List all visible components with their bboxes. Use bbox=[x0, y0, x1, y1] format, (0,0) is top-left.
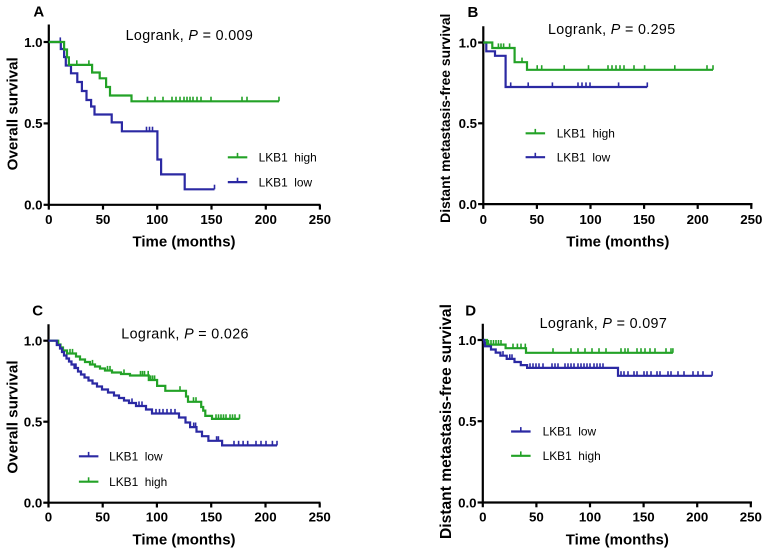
svg-text:LKB1 high: LKB1 high bbox=[557, 127, 615, 141]
svg-text:1.0: 1.0 bbox=[459, 35, 478, 50]
svg-text:Time (months): Time (months) bbox=[566, 234, 669, 251]
svg-text:C: C bbox=[32, 303, 43, 320]
svg-text:150: 150 bbox=[633, 212, 655, 227]
svg-text:0.0: 0.0 bbox=[458, 495, 477, 510]
svg-text:50: 50 bbox=[95, 510, 110, 525]
svg-text:0.0: 0.0 bbox=[459, 197, 478, 212]
svg-text:0: 0 bbox=[479, 510, 486, 525]
svg-text:250: 250 bbox=[740, 212, 762, 227]
svg-text:LKB1 low: LKB1 low bbox=[543, 425, 597, 439]
svg-text:200: 200 bbox=[255, 212, 277, 227]
svg-text:150: 150 bbox=[200, 212, 222, 227]
svg-text:100: 100 bbox=[579, 212, 601, 227]
svg-text:200: 200 bbox=[686, 510, 708, 525]
svg-text:0: 0 bbox=[480, 212, 487, 227]
svg-text:LKB1 high: LKB1 high bbox=[543, 449, 601, 463]
svg-text:150: 150 bbox=[633, 510, 655, 525]
svg-text:1.0: 1.0 bbox=[24, 334, 43, 349]
svg-text:250: 250 bbox=[309, 212, 331, 227]
svg-text:Logrank, P = 0.295: Logrank, P = 0.295 bbox=[548, 22, 676, 38]
svg-text:LKB1 low: LKB1 low bbox=[109, 450, 163, 464]
svg-text:Time (months): Time (months) bbox=[566, 531, 669, 548]
svg-text:0.0: 0.0 bbox=[24, 496, 43, 511]
svg-text:LKB1 high: LKB1 high bbox=[259, 151, 317, 165]
svg-text:150: 150 bbox=[200, 510, 222, 525]
svg-text:Time (months): Time (months) bbox=[132, 531, 235, 548]
svg-text:Logrank, P = 0.009: Logrank, P = 0.009 bbox=[126, 28, 254, 44]
svg-text:200: 200 bbox=[254, 510, 276, 525]
svg-text:Distant metastasis-free surviv: Distant metastasis-free survival bbox=[437, 14, 453, 223]
svg-text:A: A bbox=[33, 3, 44, 20]
svg-text:100: 100 bbox=[146, 510, 168, 525]
svg-text:Overall survival: Overall survival bbox=[5, 360, 22, 473]
svg-text:LKB1 high: LKB1 high bbox=[109, 475, 167, 489]
svg-text:50: 50 bbox=[529, 510, 544, 525]
svg-text:Logrank, P = 0.026: Logrank, P = 0.026 bbox=[121, 327, 249, 343]
svg-text:0: 0 bbox=[45, 510, 52, 525]
svg-text:Logrank, P = 0.097: Logrank, P = 0.097 bbox=[540, 316, 668, 332]
svg-text:Time (months): Time (months) bbox=[132, 234, 235, 251]
svg-text:0.5: 0.5 bbox=[459, 116, 478, 131]
svg-text:0.5: 0.5 bbox=[24, 415, 43, 430]
svg-text:1.0: 1.0 bbox=[458, 333, 477, 348]
svg-text:LKB1 low: LKB1 low bbox=[557, 150, 611, 164]
svg-text:Overall survival: Overall survival bbox=[5, 57, 22, 170]
svg-text:250: 250 bbox=[740, 510, 762, 525]
svg-text:50: 50 bbox=[530, 212, 545, 227]
svg-text:D: D bbox=[465, 303, 476, 320]
svg-text:250: 250 bbox=[309, 510, 331, 525]
svg-text:Distant metastasis-free surviv: Distant metastasis-free survival bbox=[438, 304, 455, 539]
svg-text:50: 50 bbox=[96, 212, 111, 227]
svg-text:LKB1 low: LKB1 low bbox=[259, 176, 313, 190]
svg-text:0.5: 0.5 bbox=[458, 414, 477, 429]
svg-text:1.0: 1.0 bbox=[24, 35, 43, 50]
svg-text:B: B bbox=[468, 4, 479, 21]
svg-text:100: 100 bbox=[146, 212, 168, 227]
svg-text:100: 100 bbox=[579, 510, 601, 525]
svg-text:0.5: 0.5 bbox=[24, 116, 43, 131]
svg-text:0: 0 bbox=[45, 212, 52, 227]
svg-text:200: 200 bbox=[687, 212, 709, 227]
svg-text:0.0: 0.0 bbox=[24, 198, 43, 213]
